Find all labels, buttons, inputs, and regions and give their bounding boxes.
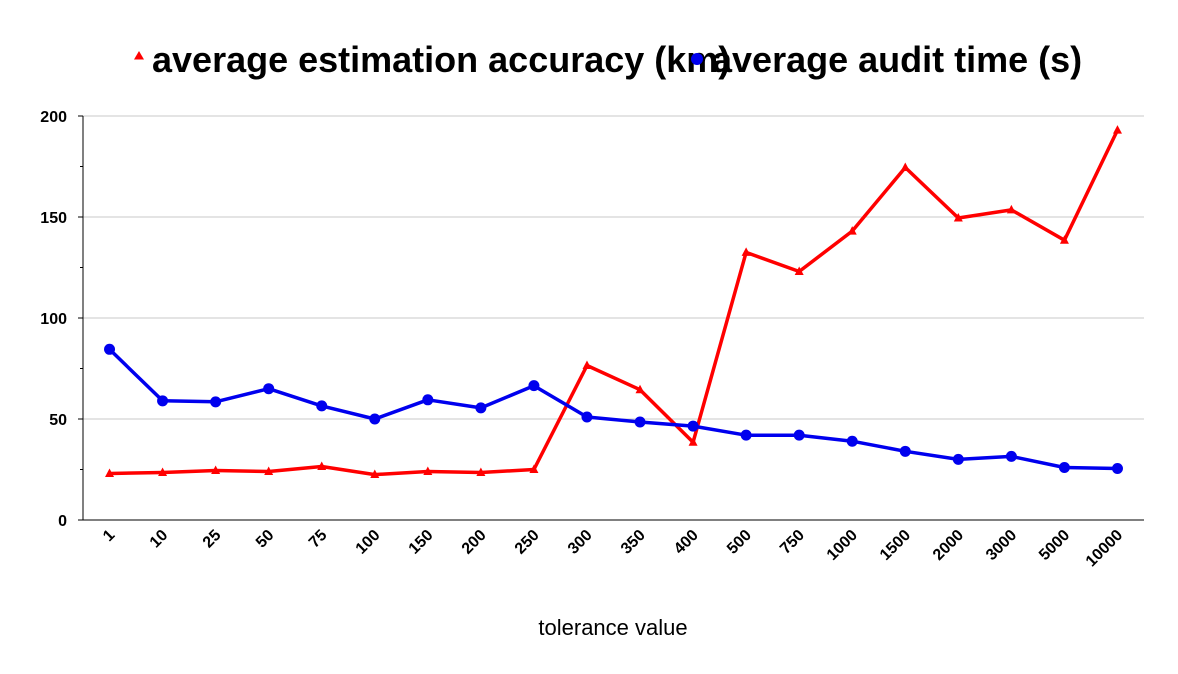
data-point-1-75 — [316, 400, 328, 412]
y-tick-label-50: 50 — [49, 412, 67, 429]
data-point-1-3000 — [1005, 450, 1017, 462]
x-tick-label-1: 1 — [100, 527, 118, 545]
data-point-0-300 — [582, 360, 592, 369]
data-point-1-100 — [369, 413, 381, 425]
x-tick-label-300: 300 — [565, 527, 596, 558]
data-point-1-300 — [581, 411, 593, 423]
x-tick-label-150: 150 — [406, 527, 437, 558]
data-point-0-75 — [317, 461, 327, 470]
data-point-0-750 — [794, 266, 804, 276]
x-tick-label-3000: 3000 — [983, 527, 1020, 564]
x-tick-label-2000: 2000 — [930, 527, 967, 564]
data-point-1-150 — [422, 394, 434, 406]
x-tick-label-1000: 1000 — [824, 527, 861, 564]
x-tick-label-75: 75 — [306, 527, 331, 552]
data-point-1-2000 — [952, 453, 964, 465]
y-tick-label-0: 0 — [58, 513, 67, 530]
data-point-1-200 — [475, 402, 487, 414]
x-tick-label-250: 250 — [512, 527, 543, 558]
data-point-0-1500 — [900, 162, 910, 172]
data-point-0-100 — [370, 469, 380, 479]
data-point-1-25 — [210, 396, 222, 408]
data-point-0-3000 — [1006, 204, 1016, 214]
data-point-1-10 — [157, 395, 169, 407]
y-tick-label-150: 150 — [40, 210, 67, 227]
data-point-0-10000 — [1112, 125, 1122, 134]
data-point-0-25 — [211, 465, 221, 475]
x-axis-title: tolerance value — [538, 615, 687, 640]
x-tick-label-10: 10 — [147, 527, 172, 552]
gridlines — [83, 115, 1144, 420]
y-tick-labels: 0 50 100 150 200 — [40, 109, 67, 530]
data-point-0-50 — [264, 466, 274, 476]
data-point-1-1 — [104, 343, 116, 355]
series-line-0 — [109, 129, 1120, 477]
series-line-1 — [108, 348, 1118, 471]
data-point-1-10000 — [1111, 462, 1123, 474]
data-point-0-350 — [635, 384, 645, 394]
x-tick-label-1500: 1500 — [877, 527, 914, 564]
x-tick-label-750: 750 — [777, 527, 808, 558]
x-tick-label-350: 350 — [618, 527, 649, 558]
series-lines — [108, 129, 1120, 477]
x-tick-label-25: 25 — [200, 527, 225, 552]
data-point-0-1 — [105, 468, 115, 478]
legend-marker-audit-time — [691, 53, 703, 65]
data-point-0-10 — [158, 467, 168, 477]
data-point-1-350 — [634, 416, 646, 428]
data-point-1-500 — [740, 429, 752, 441]
series-markers — [104, 125, 1123, 479]
data-point-1-1500 — [899, 445, 911, 457]
legend-label-audit-time: average audit time (s) — [712, 39, 1082, 80]
data-point-0-5000 — [1059, 235, 1069, 244]
data-point-0-400 — [688, 437, 698, 446]
data-point-1-50 — [263, 383, 275, 395]
data-point-0-2000 — [953, 213, 963, 222]
data-point-0-500 — [741, 247, 751, 256]
x-tick-label-100: 100 — [353, 527, 384, 558]
data-point-0-200 — [476, 467, 486, 477]
data-point-1-250 — [528, 380, 540, 392]
legend-marker-accuracy — [134, 51, 144, 60]
x-tick-label-10000: 10000 — [1083, 527, 1127, 571]
x-tick-label-50: 50 — [253, 527, 278, 552]
data-point-1-750 — [793, 429, 805, 441]
legend-label-accuracy: average estimation accuracy (km) — [152, 39, 730, 80]
data-point-1-5000 — [1058, 461, 1070, 473]
chart-legend: average estimation accuracy (km) average… — [134, 39, 1082, 80]
data-point-0-250 — [529, 464, 539, 473]
y-tick-label-200: 200 — [40, 109, 67, 126]
x-tick-labels: 1 10 25 50 75 100 150 200 250 300 350 400 500 750 1000… — [100, 527, 1126, 571]
data-point-1-400 — [687, 420, 699, 432]
y-tick-marks — [78, 115, 83, 521]
x-tick-label-500: 500 — [724, 527, 755, 558]
x-tick-label-5000: 5000 — [1036, 527, 1073, 564]
x-tick-label-400: 400 — [671, 527, 702, 558]
data-point-1-1000 — [846, 435, 858, 447]
data-point-0-1000 — [847, 226, 857, 235]
y-tick-label-100: 100 — [40, 311, 67, 328]
x-tick-label-200: 200 — [459, 527, 490, 558]
data-point-0-150 — [423, 466, 433, 476]
